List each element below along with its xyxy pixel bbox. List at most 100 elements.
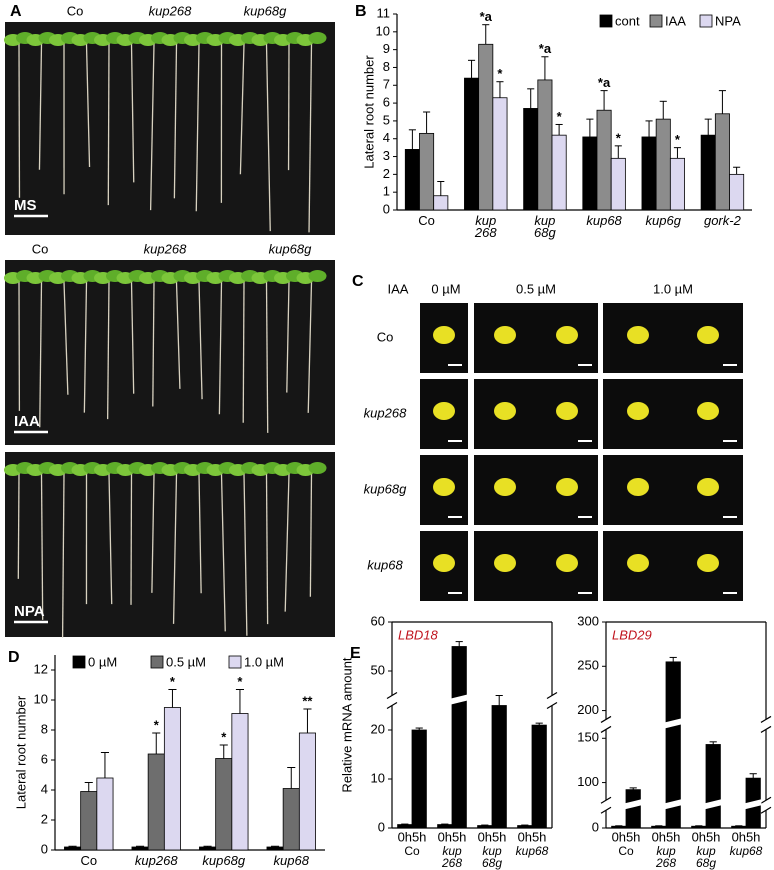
y-axis-label: Relative mRNA amount [339,657,354,792]
axis-break [386,691,398,700]
legend-swatch [228,655,242,669]
y-tick-label: 11 [377,5,391,20]
treatment-label: IAA [14,413,40,430]
root [17,473,20,579]
bar [231,713,249,851]
y-tick-label: 0 [592,819,599,834]
bar [551,134,567,211]
explant [494,478,516,496]
legend-label: 0.5 µM [166,654,206,669]
series-label: 0h [692,829,706,844]
bar [80,791,98,851]
explant [697,326,719,344]
bar [419,132,435,211]
root [239,43,245,175]
x-tick-label: Co [618,844,634,858]
column-label: 1.0 µM [653,281,693,296]
y-tick-label: 150 [577,730,599,745]
column-label: Co [32,241,49,256]
root [243,473,248,636]
axis-break [760,715,772,723]
y-tick-label: 300 [577,613,599,628]
root [218,281,223,415]
bar [478,43,494,211]
y-tick-label: 7 [383,77,390,92]
leaf [308,462,327,474]
bar [700,134,716,211]
significance-label: * [616,130,622,145]
y-tick-label: 100 [577,774,599,789]
series-label: 5h [666,829,680,844]
x-tick-label: Co [80,853,98,868]
series-label: 5h [532,829,546,844]
explant [433,326,455,344]
y-tick-label: 4 [383,130,390,145]
bar [596,109,612,211]
y-tick-label: 12 [34,661,48,676]
column-label: 0 µM [431,281,460,296]
explant [697,554,719,572]
axis-break [546,701,558,710]
significance-label: *a [480,9,493,24]
photo [603,379,743,449]
photo [5,452,335,637]
chart-title: LBD29 [612,627,652,642]
chart-title: LBD18 [398,627,439,642]
bar [729,173,745,211]
root [307,281,313,413]
legend-swatch [699,14,713,28]
root [85,43,91,168]
series-label: 5h [746,829,760,844]
legend-swatch [649,14,663,28]
root [152,281,155,407]
y-tick-label: 200 [577,702,599,717]
bar [163,707,181,851]
bar [691,825,707,829]
root [309,473,313,597]
x-tick-label: kup68 [586,213,622,228]
y-tick-label: 6 [41,751,48,766]
significance-label: * [154,717,160,732]
axis-break [600,725,612,733]
x-tick-label: kup68g [202,853,246,868]
bar [404,149,420,211]
y-tick-label: 0 [41,841,48,856]
bar [651,825,667,829]
root [195,43,200,212]
significance-label: * [237,674,243,689]
bar [669,157,685,211]
bar [397,824,413,829]
y-tick-label: 8 [41,721,48,736]
root [151,473,155,593]
legend-label: 1.0 µM [244,654,284,669]
photo [474,379,598,449]
significance-label: *a [598,75,611,90]
panel-label: A [10,3,22,20]
axis-break [600,806,612,814]
bar-break [745,799,762,810]
bar [96,777,114,851]
root [173,43,178,199]
photo [474,303,598,373]
x-tick-label: kup 68g [481,844,503,870]
bar [433,195,449,211]
series-label: 0h [478,829,492,844]
root [83,281,88,413]
y-tick-label: 2 [41,811,48,826]
explant [697,478,719,496]
row-label: kup268 [364,405,407,420]
y-tick-label: 2 [383,166,390,181]
legend-swatch [150,655,164,669]
bar [131,846,149,851]
bar [537,79,553,211]
photo [474,531,598,601]
y-tick-label: 1 [383,184,390,199]
x-tick-label: kup268 [134,853,178,868]
y-tick-label: 50 [371,662,385,677]
bar [655,118,671,211]
x-tick-label: kup 268 [474,213,497,240]
legend-label: cont [615,13,640,28]
root [265,43,271,232]
series-label: 5h [626,829,640,844]
